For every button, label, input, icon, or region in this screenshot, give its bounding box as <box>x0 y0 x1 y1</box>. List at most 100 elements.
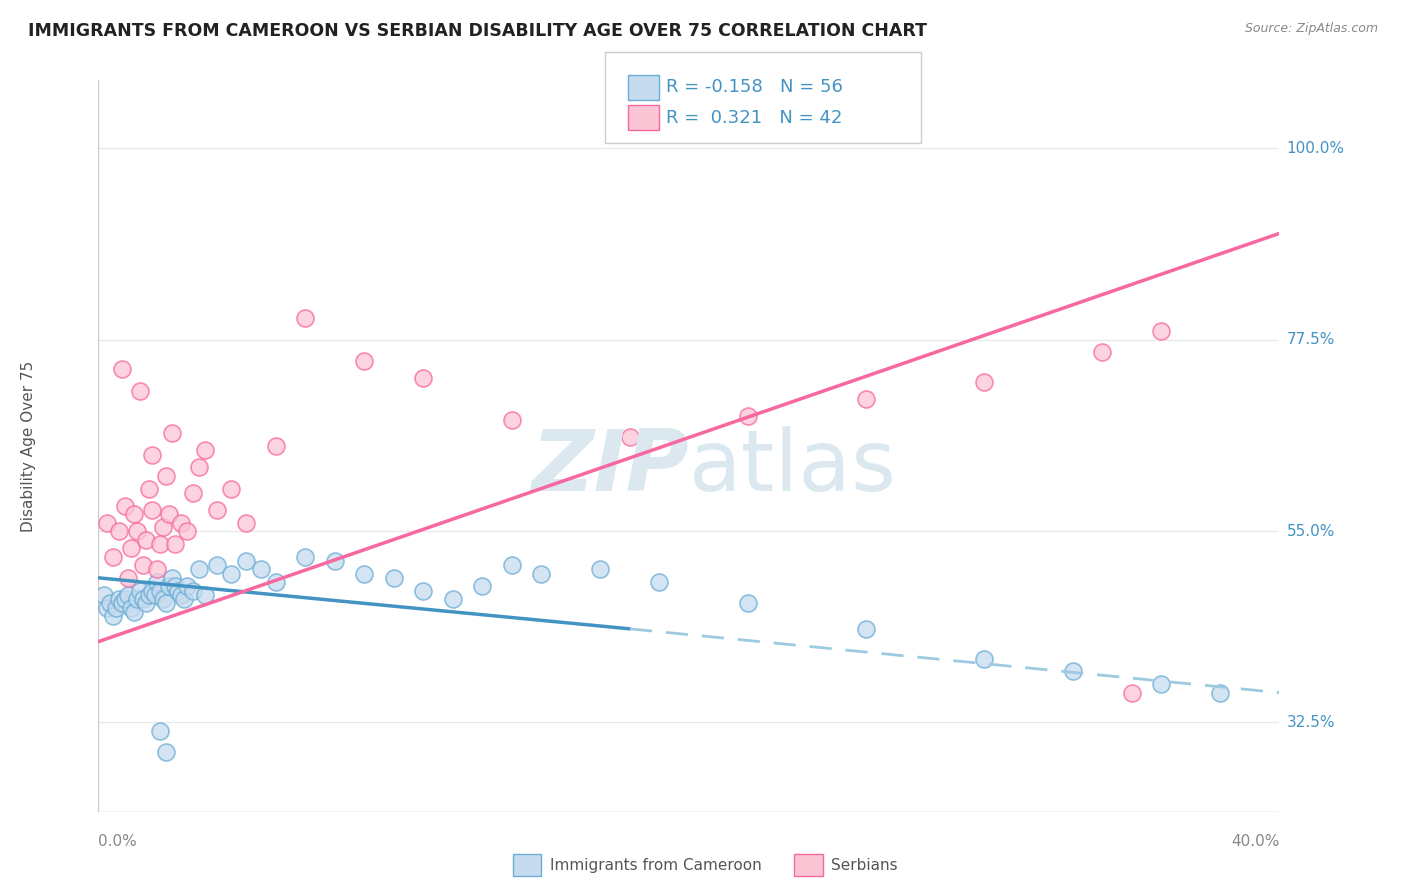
Point <box>353 354 375 368</box>
Point <box>111 596 134 610</box>
Point <box>152 520 174 534</box>
Point <box>155 745 177 759</box>
Point <box>141 503 163 517</box>
Point <box>128 583 150 598</box>
Point <box>264 439 287 453</box>
Point <box>132 558 155 572</box>
Text: Immigrants from Cameroon: Immigrants from Cameroon <box>550 858 762 872</box>
Point <box>250 562 273 576</box>
Point <box>149 583 172 598</box>
Point <box>170 516 193 530</box>
Point <box>138 482 160 496</box>
Point <box>412 583 434 598</box>
Point <box>103 549 125 564</box>
Point <box>648 575 671 590</box>
Point <box>219 482 243 496</box>
Point <box>122 605 145 619</box>
Text: R =  0.321   N = 42: R = 0.321 N = 42 <box>666 109 842 127</box>
Point <box>165 579 187 593</box>
Point <box>152 592 174 607</box>
Point <box>103 609 125 624</box>
Point <box>170 588 193 602</box>
Text: Disability Age Over 75: Disability Age Over 75 <box>21 360 35 532</box>
Point <box>1150 677 1173 691</box>
Text: R = -0.158   N = 56: R = -0.158 N = 56 <box>666 78 844 96</box>
Point <box>165 537 187 551</box>
Point <box>353 566 375 581</box>
Point <box>120 600 142 615</box>
Text: 32.5%: 32.5% <box>1286 714 1334 730</box>
Point <box>117 571 139 585</box>
Point <box>181 485 204 500</box>
Point <box>589 562 612 576</box>
Text: ZIP: ZIP <box>531 426 689 509</box>
Point <box>264 575 287 590</box>
Point <box>471 579 494 593</box>
Point <box>114 592 136 607</box>
Point <box>973 651 995 665</box>
Point <box>235 516 257 530</box>
Point <box>157 507 180 521</box>
Point <box>382 571 405 585</box>
Point <box>181 583 204 598</box>
Point <box>128 384 150 398</box>
Point <box>120 541 142 555</box>
Point <box>973 375 995 389</box>
Point <box>149 723 172 738</box>
Point <box>1150 324 1173 338</box>
Text: 77.5%: 77.5% <box>1286 332 1334 347</box>
Text: 40.0%: 40.0% <box>1232 834 1279 849</box>
Point <box>108 592 131 607</box>
Text: IMMIGRANTS FROM CAMEROON VS SERBIAN DISABILITY AGE OVER 75 CORRELATION CHART: IMMIGRANTS FROM CAMEROON VS SERBIAN DISA… <box>28 22 927 40</box>
Point <box>125 524 148 538</box>
Point <box>146 575 169 590</box>
Point <box>205 558 228 572</box>
Text: 100.0%: 100.0% <box>1286 141 1344 156</box>
Point <box>162 426 183 441</box>
Point <box>412 371 434 385</box>
Point <box>855 622 877 636</box>
Point <box>205 503 228 517</box>
Point <box>176 579 198 593</box>
Point <box>108 524 131 538</box>
Point <box>141 583 163 598</box>
Point <box>132 592 155 607</box>
Point <box>135 533 157 547</box>
Point <box>125 592 148 607</box>
Text: Source: ZipAtlas.com: Source: ZipAtlas.com <box>1244 22 1378 36</box>
Point <box>194 443 217 458</box>
Point <box>294 311 316 326</box>
Point <box>737 596 759 610</box>
Point <box>219 566 243 581</box>
Point <box>155 596 177 610</box>
Point <box>1062 665 1084 679</box>
Point <box>501 413 523 427</box>
Point <box>176 524 198 538</box>
Point <box>323 554 346 568</box>
Point <box>1209 686 1232 700</box>
Point <box>93 588 115 602</box>
Point <box>737 409 759 424</box>
Point <box>194 588 217 602</box>
Point <box>173 592 195 607</box>
Point <box>167 583 190 598</box>
Point <box>96 600 118 615</box>
Point <box>105 600 128 615</box>
Point <box>114 499 136 513</box>
Point <box>441 592 464 607</box>
Point <box>501 558 523 572</box>
Point <box>146 562 169 576</box>
Point <box>141 448 163 462</box>
Point <box>187 460 209 475</box>
Point <box>111 362 134 376</box>
Point <box>235 554 257 568</box>
Point <box>294 549 316 564</box>
Point <box>855 392 877 407</box>
Point <box>96 516 118 530</box>
Point <box>122 507 145 521</box>
Point <box>1091 345 1114 359</box>
Point <box>149 537 172 551</box>
Point <box>530 566 553 581</box>
Point <box>117 588 139 602</box>
Point <box>619 430 641 444</box>
